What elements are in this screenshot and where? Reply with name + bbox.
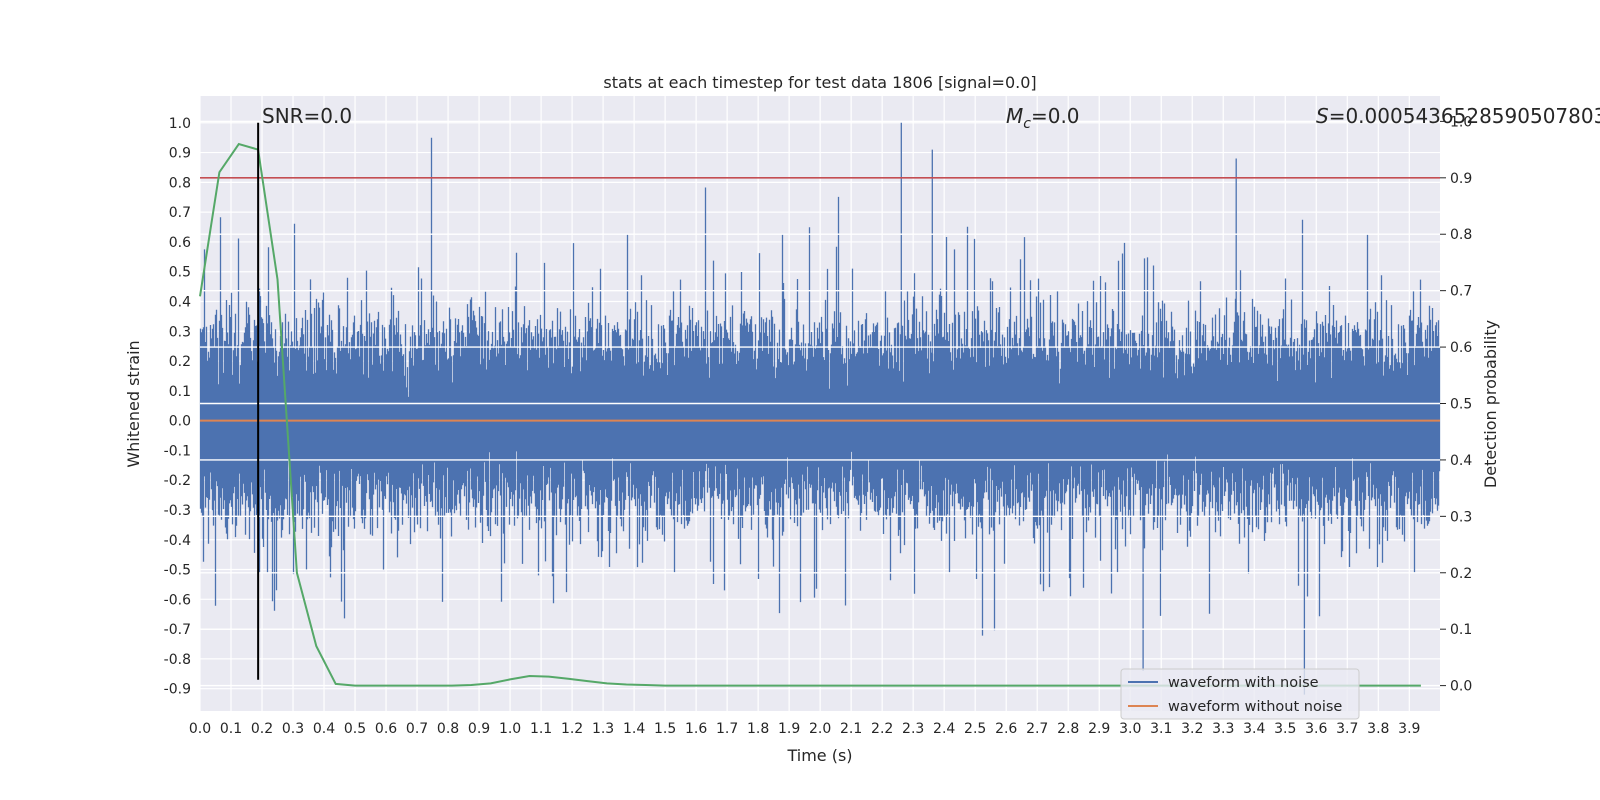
y-tick-label-left: 0.1 [169,384,191,400]
y-tick-label-right: 0.5 [1450,397,1472,413]
x-axis-ticks: 0.0 0.1 0.2 0.3 0.4 0.5 0.6 0.7 0.8 0.9 1.0 1.1 1.2 1… [189,721,1421,737]
x-tick-label: 3.7 [1336,721,1358,737]
x-tick-label: 3.4 [1243,721,1265,737]
x-tick-label: 0.3 [282,721,304,737]
y-tick-label-left: 0.4 [169,294,191,310]
mc-symbol: M [1006,104,1023,128]
x-tick-label: 1.3 [592,721,614,737]
x-tick-label: 0.4 [313,721,335,737]
x-tick-label: 3.6 [1305,721,1327,737]
y-axis-right-label: Detection probability [1481,320,1500,488]
y-tick-label-right: 0.9 [1450,171,1472,187]
x-tick-label: 0.9 [468,721,490,737]
y-tick-label-right: 0.4 [1450,453,1472,469]
x-tick-label: 2.9 [1088,721,1110,737]
x-tick-label: 3.5 [1274,721,1296,737]
x-tick-label: 1.4 [623,721,645,737]
x-tick-label: 1.6 [685,721,707,737]
x-tick-label: 2.0 [809,721,831,737]
mc-subscript: c [1023,116,1031,132]
x-tick-label: 0.0 [189,721,211,737]
legend-label-waveform-without-noise: waveform without noise [1168,699,1342,715]
y-tick-label-left: 0.6 [169,235,191,251]
legend: waveform with noise waveform without noi… [1120,668,1360,720]
grid-overlay [200,120,1440,687]
x-tick-label: 3.3 [1212,721,1234,737]
x-tick-label: 1.2 [561,721,583,737]
y-tick-label-right: 0.8 [1450,227,1472,243]
x-tick-label: 3.8 [1367,721,1389,737]
mc-value: =0.0 [1031,104,1080,128]
x-tick-label: 1.7 [716,721,738,737]
y-tick-label-left: -0.4 [164,533,191,549]
x-tick-label: 0.7 [406,721,428,737]
y-tick-label-left: 0.3 [169,324,191,340]
y-tick-label-left: -0.8 [164,652,191,668]
s-annotation: S=0.0005436528590507803 [1316,104,1600,128]
y-tick-label-right: 0.1 [1450,622,1472,638]
mc-annotation: Mc=0.0 [1006,104,1080,132]
y-axis-left-label: Whitened strain [124,340,143,467]
y-tick-label-left: 0.9 [169,146,191,162]
x-tick-label: 3.2 [1181,721,1203,737]
x-tick-label: 3.1 [1150,721,1172,737]
x-tick-label: 2.4 [933,721,955,737]
y-tick-label-left: -0.2 [164,473,191,489]
x-tick-label: 2.7 [1026,721,1048,737]
legend-label-waveform-with-noise: waveform with noise [1168,675,1319,691]
x-axis-label: Time (s) [786,746,852,765]
y-tick-label-left: 0.0 [169,414,191,430]
x-tick-label: 0.2 [251,721,273,737]
x-tick-label: 1.5 [654,721,676,737]
y-tick-label-right: 0.3 [1450,509,1472,525]
y-tick-label-left: -0.9 [164,682,191,698]
x-tick-label: 3.9 [1398,721,1420,737]
s-symbol: S [1316,104,1329,128]
y-tick-label-right: 0.7 [1450,284,1472,300]
y-axis-right-ticks: 0.0 0.1 0.2 0.3 0.4 0.5 0.6 0.7 0.8 0.9 1.0 [1440,114,1472,695]
y-tick-label-left: -0.7 [164,622,191,638]
y-tick-label-left: 1.0 [169,116,191,132]
x-tick-label: 1.0 [499,721,521,737]
y-tick-label-right: 0.0 [1450,679,1472,695]
x-tick-label: 1.8 [747,721,769,737]
x-tick-label: 0.6 [375,721,397,737]
y-tick-label-left: 0.5 [169,265,191,281]
y-axis-left-ticks: -0.9 -0.8 -0.7 -0.6 -0.5 -0.4 -0.3 -0.2 -0.1 0.0 0… [164,116,191,698]
y-tick-label-left: -0.6 [164,592,191,608]
x-tick-label: 0.8 [437,721,459,737]
y-tick-label-left: -0.5 [164,563,191,579]
x-tick-label: 2.6 [995,721,1017,737]
x-tick-label: 2.1 [840,721,862,737]
x-tick-label: 0.1 [220,721,242,737]
x-tick-label: 3.0 [1119,721,1141,737]
s-value: =0.0005436528590507803 [1329,104,1600,128]
chart-title: stats at each timestep for test data 180… [603,73,1036,92]
x-tick-label: 1.9 [778,721,800,737]
y-tick-label-left: 0.8 [169,175,191,191]
x-tick-label: 0.5 [344,721,366,737]
x-tick-label: 2.2 [871,721,893,737]
y-tick-label-left: 0.2 [169,354,191,370]
legend-box [1120,668,1360,720]
x-tick-label: 2.3 [902,721,924,737]
y-tick-label-left: -0.1 [164,443,191,459]
y-tick-label-right: 0.2 [1450,566,1472,582]
y-tick-label-left: 0.7 [169,205,191,221]
snr-annotation: SNR=0.0 [262,104,352,128]
y-tick-label-right: 0.6 [1450,340,1472,356]
y-tick-label-left: -0.3 [164,503,191,519]
x-tick-label: 2.5 [964,721,986,737]
x-tick-label: 1.1 [530,721,552,737]
y-tick-label-right: 1.0 [1450,114,1472,130]
x-tick-label: 2.8 [1057,721,1079,737]
